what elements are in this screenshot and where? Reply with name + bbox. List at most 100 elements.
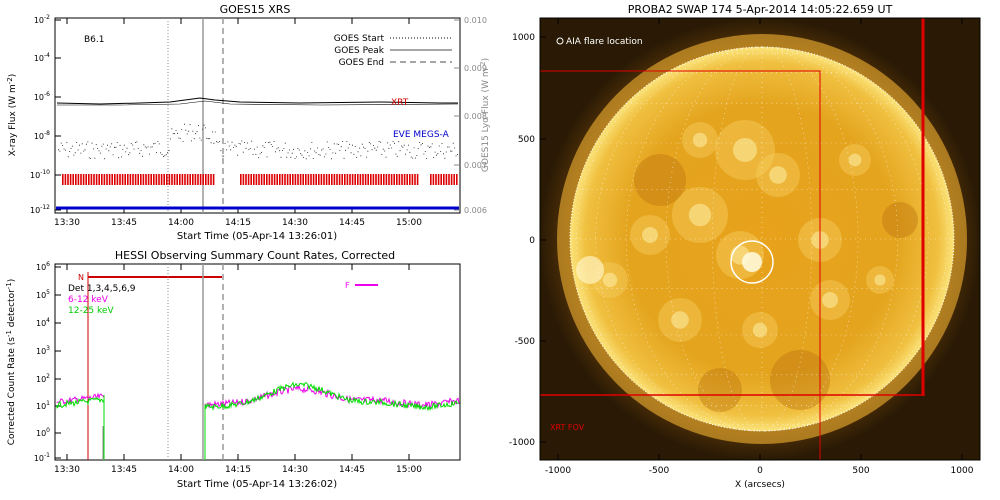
goes-x-tick-label: 14:15 [225, 218, 251, 228]
heliographic-grid [570, 46, 954, 432]
goes-xrt-bar [310, 174, 312, 185]
goes-xrt-bar [82, 174, 85, 185]
swap-y-tick-label: -500 [515, 337, 536, 347]
goes-xrt-bar [210, 174, 212, 185]
active-region-core [642, 227, 658, 243]
goes-xrt-bar [266, 174, 268, 185]
goes-xrt-bar [328, 174, 330, 185]
goes-xrt-bar [284, 174, 286, 185]
goes-xrt-bar [242, 174, 245, 185]
goes-x-tick-label: 13:30 [54, 218, 80, 228]
goes-y-tick-label: 10-4 [34, 52, 50, 63]
goes-xrt-bar [435, 174, 437, 185]
hessi-x-tick-label: 14:45 [339, 465, 365, 475]
goes-xrt-bar [307, 174, 310, 185]
goes-xrt-bar [158, 174, 160, 185]
goes-xrt-bar [411, 174, 414, 185]
goes-xrt-bar [132, 174, 134, 185]
goes-xrt-bar [127, 174, 129, 185]
goes-xrt-bar [351, 174, 354, 185]
goes-xrt-bar [181, 174, 184, 185]
goes-xrt-bar [106, 174, 108, 185]
goes-x-tick-label: 14:30 [282, 218, 308, 228]
goes-xrt-bar [150, 174, 152, 185]
goes-xrt-bar [271, 174, 273, 185]
goes-xrt-bar [318, 174, 320, 185]
swap-y-tick-label: 500 [518, 135, 535, 145]
swap-panel: PROBA2 SWAP 174 5-Apr-2014 14:05:22.659 … [509, 3, 981, 490]
goes-y-tick-label: 10-12 [30, 204, 50, 215]
grid-longitude [761, 46, 899, 432]
goes-xrt-bar [173, 174, 176, 185]
goes-xrt-bar [297, 174, 299, 185]
goes-xrt-bar [147, 174, 150, 185]
hessi-x-tick-label: 13:45 [111, 465, 137, 475]
goes-xrt-bar [344, 174, 346, 185]
active-region-core [874, 274, 886, 286]
swap-x-tick-label: -1000 [545, 466, 571, 476]
goes-x-ticks: 13:30 13:45 14:00 14:15 14:30 14:45 15:00 [54, 18, 422, 228]
goes-xrt-bar [396, 174, 398, 185]
goes-xrt-bar [380, 174, 382, 185]
goes-xrt-bar [414, 174, 416, 185]
goes-xrt-bar [292, 174, 294, 185]
swap-x-tick-label: 1000 [951, 466, 974, 476]
goes-xrt-bar [114, 174, 116, 185]
goes-xrt-bar [168, 174, 171, 185]
hessi-y-tick-label: 100 [36, 427, 50, 438]
hessi-x-ticks: 13:30 13:45 14:00 14:15 14:30 14:45 15:00 [54, 264, 422, 475]
goes-xrt-bar [62, 174, 64, 185]
active-region-core [822, 292, 838, 308]
goes-xrt-bar [409, 174, 411, 185]
goes-xrt-bar [375, 174, 377, 185]
goes-xrt-bar [207, 174, 210, 185]
goes-xrt-bar [250, 174, 252, 185]
goes-xrt-bar [393, 174, 395, 185]
goes-flare-class: B6.1 [84, 35, 105, 45]
goes-xrt-bar [440, 174, 442, 185]
goes-xrt-bar [437, 174, 440, 185]
goes-x-tick-label: 15:00 [396, 218, 422, 228]
goes-xrt-bar [364, 174, 367, 185]
goes-xrt-bar [315, 174, 317, 185]
goes-xrt-bar [155, 174, 158, 185]
goes-y2-ticks: 0.010 0.009 0.008 0.007 0.006 [454, 16, 487, 215]
goes-xrt-bar [346, 174, 349, 185]
hessi-x-tick-label: 13:30 [54, 465, 80, 475]
active-region-core [733, 138, 757, 162]
dark-region [698, 368, 742, 412]
goes-xrt-bar [253, 174, 255, 185]
goes-xrt-bar [450, 174, 453, 185]
hessi-legend-det: Det 1,3,4,5,6,9 [68, 284, 136, 294]
active-region-core [769, 166, 787, 184]
goes-xrt-bar [194, 174, 197, 185]
swap-x-tick-label: 0 [757, 466, 763, 476]
goes-xrt-bar [137, 174, 139, 185]
goes-xrt-bar [184, 174, 186, 185]
hessi-y-tick-label: 10-1 [34, 452, 50, 463]
swap-y-tick-label: -1000 [509, 438, 535, 448]
goes-xrt-bar [171, 174, 173, 185]
sun-surface-texture [576, 120, 918, 412]
goes-xrt-bar [192, 174, 194, 185]
goes-xrt-bar [359, 174, 362, 185]
hessi-y-tick-label: 106 [36, 261, 50, 272]
goes-xrt-bar [69, 174, 72, 185]
hessi-y-tick-label: 102 [36, 373, 50, 384]
hessi-y-tick-label: 101 [36, 400, 50, 411]
goes-eve-label: EVE MEGS-A [393, 130, 450, 140]
goes-xrt-bar [323, 174, 325, 185]
goes-xrt-bar [124, 174, 126, 185]
hessi-x-tick-label: 14:15 [225, 465, 251, 475]
goes-xrt-bar [121, 174, 124, 185]
goes-xrt-bar [370, 174, 372, 185]
goes-x-axis-label: Start Time (05-Apr-14 13:26:01) [177, 231, 337, 242]
hessi-x-axis-label: Start Time (05-Apr-14 13:26:02) [177, 479, 337, 490]
goes-x-tick-label: 13:45 [111, 218, 137, 228]
goes-xrt-bar [75, 174, 77, 185]
goes-xrt-bar [349, 174, 351, 185]
goes-xrt-bar [90, 174, 93, 185]
goes-xrt-bar [95, 174, 98, 185]
goes-xrt-bar [260, 174, 263, 185]
goes-xrt-bar [383, 174, 385, 185]
